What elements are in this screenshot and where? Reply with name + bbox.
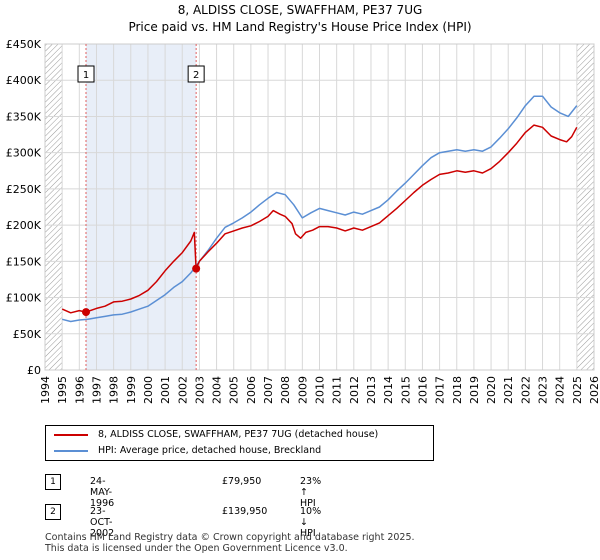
y-tick-label: £100K: [6, 292, 42, 305]
sale-marker: 1: [45, 474, 61, 490]
sale-point: [82, 308, 91, 317]
y-tick-label: £450K: [6, 38, 42, 51]
x-tick-label: 2016: [416, 376, 429, 404]
y-tick-label: £250K: [6, 183, 42, 196]
legend-label-property: 8, ALDISS CLOSE, SWAFFHAM, PE37 7UG (det…: [98, 429, 379, 440]
sale-date: 23-OCT-2002: [90, 506, 115, 539]
x-tick-label: 1999: [125, 376, 138, 404]
series-line-hpi: [62, 95, 578, 323]
x-tick-label: 2024: [554, 376, 567, 404]
x-tick-label: 2009: [296, 376, 309, 404]
y-tick-label: £350K: [6, 110, 42, 123]
x-tick-label: 2020: [485, 376, 498, 404]
x-tick-label: 2019: [468, 376, 481, 404]
x-tick-label: 1994: [39, 376, 52, 404]
sale-date: 24-MAY-1996: [90, 476, 115, 509]
y-tick-label: £400K: [6, 74, 42, 87]
sale-hpi-diff: 10% ↓ HPI: [300, 506, 322, 539]
y-tick-label: £50K: [13, 328, 42, 341]
x-tick-label: 2000: [142, 376, 155, 404]
y-tick-label: £200K: [6, 219, 42, 232]
legend-item-hpi: HPI: Average price, detached house, Brec…: [54, 443, 321, 459]
x-tick-label: 2015: [399, 376, 412, 404]
x-tick-label: 2010: [314, 376, 327, 404]
chart-legend: 8, ALDISS CLOSE, SWAFFHAM, PE37 7UG (det…: [45, 425, 434, 461]
sale-price: £139,950: [222, 506, 268, 517]
x-tick-label: 1998: [108, 376, 121, 404]
x-tick-label: 2012: [348, 376, 361, 404]
x-tick-label: 1995: [56, 376, 69, 404]
x-tick-label: 2017: [434, 376, 447, 404]
sale-marker: 2: [45, 504, 61, 520]
hatched-region-start: [45, 44, 63, 370]
chart-title: 8, ALDISS CLOSE, SWAFFHAM, PE37 7UG: [177, 3, 423, 17]
x-tick-label: 2006: [245, 376, 258, 404]
sale-label-box: [77, 65, 95, 83]
x-tick-label: 1997: [90, 376, 103, 404]
x-tick-label: 1996: [73, 376, 86, 404]
x-tick-label: 2023: [537, 376, 550, 404]
x-tick-label: 2025: [571, 376, 584, 404]
sale-hpi-diff: 23% ↑ HPI: [300, 476, 322, 509]
sale-label-box: [187, 65, 205, 83]
sale-label: 1: [83, 70, 89, 81]
sale-point: [192, 264, 201, 273]
x-tick-label: 2007: [262, 376, 275, 404]
plot-frame: [44, 43, 595, 371]
x-tick-label: 2001: [159, 376, 172, 404]
chart-subtitle: Price paid vs. HM Land Registry's House …: [128, 20, 472, 34]
x-tick-label: 2026: [588, 376, 600, 404]
footer-licence: This data is licensed under the Open Gov…: [45, 543, 348, 554]
sale-price: £79,950: [222, 476, 262, 487]
x-tick-label: 2013: [365, 376, 378, 404]
y-tick-label: £300K: [6, 147, 42, 160]
legend-item-property: 8, ALDISS CLOSE, SWAFFHAM, PE37 7UG (det…: [54, 427, 378, 443]
x-tick-label: 2021: [502, 376, 515, 404]
legend-swatch-hpi: [54, 449, 88, 452]
y-tick-label: £0: [27, 364, 41, 377]
footer-copyright: Contains HM Land Registry data © Crown c…: [45, 532, 415, 543]
x-tick-label: 2022: [519, 376, 532, 404]
x-tick-label: 2003: [193, 376, 206, 404]
hatched-region-end: [576, 44, 594, 370]
legend-label-hpi: HPI: Average price, detached house, Brec…: [98, 445, 322, 456]
x-tick-label: 2018: [451, 376, 464, 404]
x-tick-label: 2002: [176, 376, 189, 404]
y-tick-label: £150K: [6, 255, 42, 268]
x-tick-label: 2004: [211, 376, 224, 404]
x-tick-label: 2014: [382, 376, 395, 404]
price-chart: £0 £50K £100K £150K £200K £250K £300K £350K £400…: [6, 38, 600, 404]
series-line-property: [61, 124, 578, 314]
x-tick-label: 2011: [331, 376, 344, 404]
legend-swatch-property: [54, 433, 88, 436]
sale-label: 2: [193, 70, 199, 81]
sale-period-shade: [86, 44, 197, 370]
x-tick-label: 2008: [279, 376, 292, 404]
x-tick-label: 2005: [228, 376, 241, 404]
